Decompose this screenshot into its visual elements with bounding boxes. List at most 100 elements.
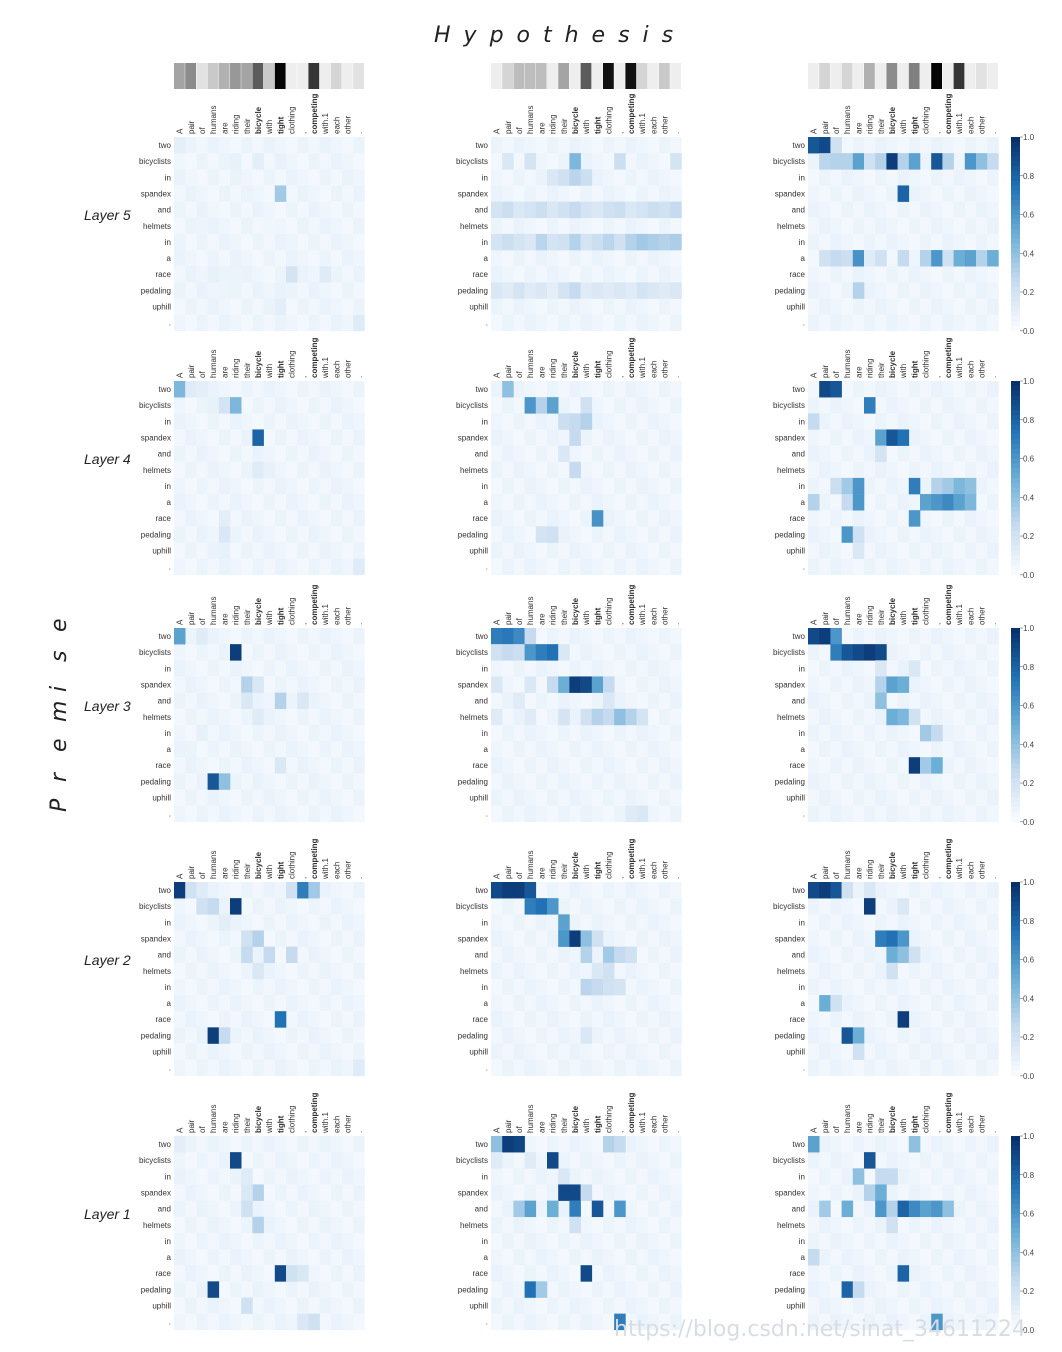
heatmap-cell — [308, 1232, 320, 1250]
heatmap-cell — [502, 266, 514, 283]
heatmap-cell — [196, 185, 208, 202]
heatmap-cell — [819, 282, 831, 299]
premise-token-label: in — [165, 1237, 171, 1246]
heatmap-highlight-cell — [297, 1313, 309, 1331]
heatmap-cell — [864, 381, 876, 398]
heatmap-cell — [614, 558, 626, 576]
heatmap-cell — [636, 757, 649, 774]
heatmap-cell — [987, 266, 999, 283]
layer-label: Layer 4 — [84, 451, 131, 467]
heatmap-cell — [659, 153, 671, 170]
heatmap-cell — [218, 429, 231, 446]
heatmap-cell — [953, 429, 966, 446]
heatmap-cell — [207, 381, 220, 398]
heatmap-cell — [920, 445, 932, 463]
heatmap-cell — [964, 526, 977, 543]
heatmap-cell — [852, 266, 865, 283]
hypothesis-token-label: pair — [187, 120, 196, 134]
heatmap-cell — [987, 1059, 999, 1077]
heatmap-cell — [987, 445, 999, 463]
heatmap-cell — [625, 1265, 637, 1282]
colorbar-segment — [1011, 695, 1020, 702]
heatmap-cell — [535, 250, 548, 267]
heatmap-highlight-cell — [931, 1313, 943, 1331]
hypothesis-token-label: . — [672, 1131, 681, 1133]
colorbar-segment — [1011, 988, 1020, 994]
heatmap-highlight-cell — [808, 628, 820, 645]
heatmap-cell — [342, 461, 354, 479]
colorbar-segment — [1011, 400, 1020, 406]
heatmap-cell — [558, 1265, 570, 1282]
heatmap-cell — [875, 510, 887, 527]
heatmap-cell — [342, 542, 354, 559]
heatmap-highlight-cell — [491, 676, 503, 693]
heatmap-cell — [920, 644, 932, 661]
heatmap-cell — [987, 510, 999, 527]
premise-token-label: uphill — [152, 547, 171, 556]
heatmap-cell — [297, 1059, 309, 1077]
heatmap-cell — [591, 1027, 604, 1044]
premise-token-label: in — [165, 238, 171, 247]
heatmap-cell — [286, 644, 298, 661]
hypothesis-token-label: with.1 — [638, 858, 647, 880]
heatmap-cell — [330, 995, 343, 1012]
heatmap-cell — [297, 413, 309, 430]
heatmap-cell — [513, 676, 525, 693]
hypothesis-token-label: A — [176, 619, 185, 625]
heatmap-highlight-cell — [263, 461, 276, 479]
heatmap-highlight-cell — [931, 1200, 943, 1218]
hypothesis-token-label: are — [854, 1121, 863, 1133]
heatmap-cell — [353, 1152, 365, 1169]
heatmap-cell — [852, 1059, 865, 1077]
heatmap-cell — [342, 1265, 354, 1282]
colorbar-segment — [1011, 161, 1020, 167]
heatmap-cell — [524, 526, 537, 543]
heatmap-cell — [342, 397, 354, 414]
hypothesis-bar-cell — [286, 63, 297, 89]
heatmap-cell — [502, 250, 514, 267]
heatmap-cell — [614, 381, 626, 398]
heatmap-cell — [353, 429, 365, 446]
heatmap-cell — [819, 898, 831, 915]
heatmap-cell — [286, 930, 298, 947]
colorbar-tick-label: 0.8 — [1023, 1171, 1035, 1180]
heatmap-cell — [491, 1281, 503, 1298]
heatmap-cell — [830, 692, 842, 710]
heatmap-cell — [875, 298, 887, 315]
heatmap-cell — [218, 1200, 231, 1218]
heatmap-cell — [297, 1232, 309, 1250]
heatmap-cell — [852, 298, 865, 315]
heatmap-cell — [297, 946, 309, 964]
heatmap-cell — [964, 1168, 977, 1185]
heatmap-cell — [886, 995, 898, 1012]
heatmap-cell — [207, 628, 220, 645]
premise-token-label: bicyclists — [456, 401, 488, 410]
heatmap-highlight-cell — [942, 1200, 954, 1218]
heatmap-cell — [625, 1043, 637, 1060]
heatmap-cell — [830, 558, 842, 576]
heatmap-cell — [524, 805, 537, 823]
heatmap-highlight-cell — [897, 676, 910, 693]
hypothesis-token-label: competing — [944, 1092, 953, 1133]
heatmap-highlight-cell — [580, 1184, 593, 1201]
heatmap-cell — [353, 1168, 365, 1185]
heatmap-highlight-cell — [636, 708, 649, 726]
colorbar-segment — [1011, 891, 1020, 898]
heatmap-cell — [614, 773, 626, 790]
heatmap-cell — [942, 1059, 954, 1077]
heatmap-cell — [819, 1043, 831, 1060]
hypothesis-token-label: competing — [944, 838, 953, 879]
heatmap-cell — [976, 789, 988, 806]
heatmap-cell — [864, 1059, 876, 1077]
heatmap-cell — [353, 1184, 365, 1201]
colorbar-segment — [1011, 468, 1020, 474]
colorbar-segment — [1011, 540, 1020, 547]
heatmap-cell — [230, 1168, 242, 1185]
heatmap-cell — [342, 930, 354, 947]
colorbar-segment — [1011, 974, 1020, 980]
heatmap-cell — [286, 898, 298, 915]
heatmap-cell — [976, 1313, 988, 1331]
heatmap-cell — [625, 1297, 637, 1314]
heatmap-cell — [513, 1297, 525, 1314]
heatmap-cell — [931, 978, 943, 996]
